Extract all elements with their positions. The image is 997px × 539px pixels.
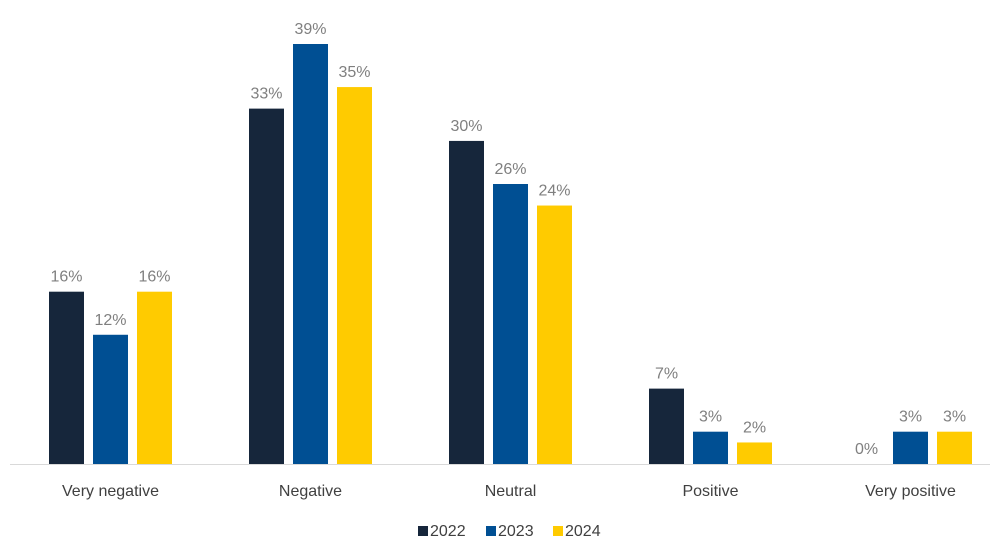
bar-2022-1 — [249, 108, 284, 464]
data-label-2023-1: 39% — [294, 21, 326, 38]
x-tick-label-4: Very positive — [865, 483, 956, 500]
data-label-2023-0: 12% — [94, 312, 126, 329]
data-label-2023-3: 3% — [699, 409, 722, 426]
data-label-2023-2: 26% — [494, 161, 526, 178]
data-label-2024-1: 35% — [338, 64, 370, 81]
bar-2023-3 — [693, 431, 728, 464]
data-label-2022-0: 16% — [50, 269, 82, 286]
bar-2024-1 — [337, 87, 372, 465]
bar-2022-2 — [449, 140, 484, 464]
bar-2024-3 — [737, 442, 772, 464]
x-tick-label-2: Neutral — [485, 483, 537, 500]
legend-label-2023: 2023 — [498, 523, 534, 539]
data-label-2022-4: 0% — [855, 441, 878, 458]
bar-2023-1 — [293, 44, 328, 464]
data-label-2023-4: 3% — [899, 409, 922, 426]
legend-swatch-2022 — [418, 526, 428, 536]
data-label-2024-3: 2% — [743, 419, 766, 436]
bar-2024-2 — [537, 205, 572, 465]
data-label-2024-4: 3% — [943, 409, 966, 426]
x-tick-label-0: Very negative — [62, 483, 159, 500]
data-label-2024-2: 24% — [538, 183, 570, 200]
bar-2023-2 — [493, 184, 528, 464]
legend-swatch-2023 — [486, 526, 496, 536]
bar-2022-0 — [49, 291, 84, 464]
x-tick-label-1: Negative — [279, 483, 342, 500]
bar-2023-4 — [893, 431, 928, 464]
legend-swatch-2024 — [553, 526, 563, 536]
data-label-2022-3: 7% — [655, 366, 678, 383]
legend-label-2022: 2022 — [430, 523, 466, 539]
bar-2023-0 — [93, 334, 128, 464]
data-label-2022-1: 33% — [250, 86, 282, 103]
x-tick-label-3: Positive — [682, 483, 738, 500]
legend-label-2024: 2024 — [565, 523, 601, 539]
bar-2024-4 — [937, 431, 972, 464]
data-label-2024-0: 16% — [138, 269, 170, 286]
bar-2024-0 — [137, 291, 172, 464]
bar-2022-3 — [649, 388, 684, 464]
data-label-2022-2: 30% — [450, 118, 482, 135]
